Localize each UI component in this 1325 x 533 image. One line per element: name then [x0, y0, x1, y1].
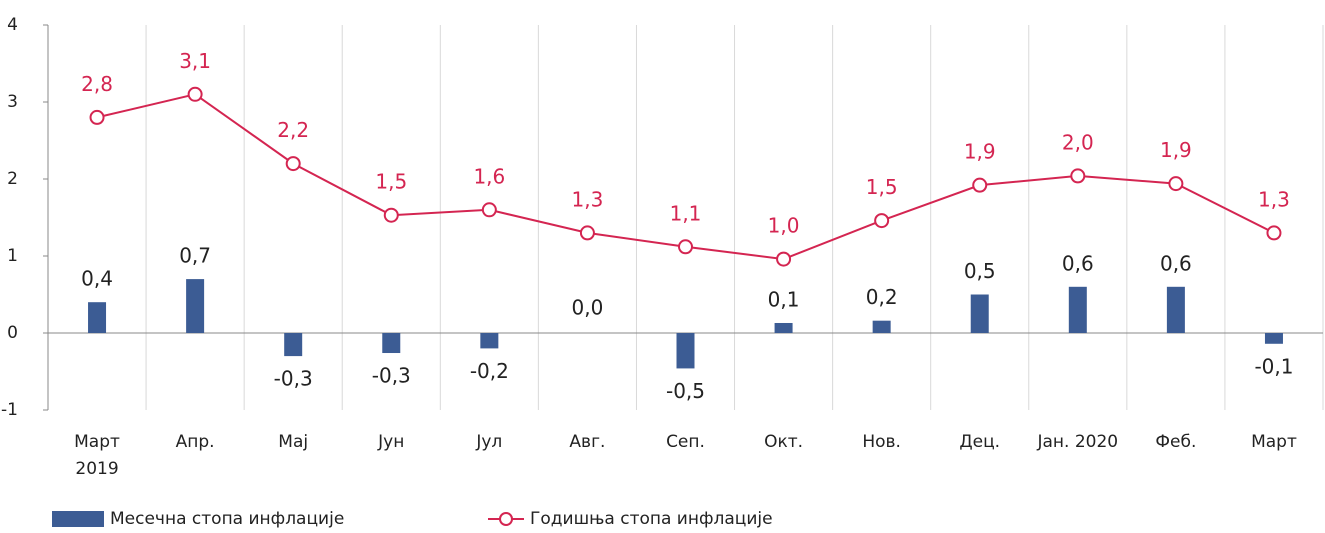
line-point	[89, 109, 105, 125]
x-tick-label: Авг.	[569, 432, 605, 452]
x-tick-line: Јан. 2020	[1036, 432, 1118, 452]
bar-label: -0,3	[372, 364, 411, 388]
line-label: 3,1	[179, 49, 211, 73]
line-point	[972, 177, 988, 193]
bar	[774, 322, 793, 333]
legend-swatch	[52, 511, 104, 527]
line-label: 1,9	[1160, 138, 1192, 162]
line-label: 2,0	[1062, 130, 1094, 154]
y-tick-label: -1	[1, 400, 18, 420]
line-point	[1266, 225, 1282, 241]
x-tick-label: Нов.	[862, 432, 901, 452]
legend-label: Месечна стопа инфлације	[110, 509, 344, 529]
bar	[1068, 286, 1087, 333]
line-label: 1,5	[375, 170, 407, 194]
x-tick-line: Феб.	[1155, 432, 1196, 452]
x-tick-line: Март	[74, 432, 120, 452]
x-tick-line: Мај	[278, 432, 308, 452]
bar-label: -0,1	[1254, 354, 1293, 378]
bar	[1166, 286, 1185, 333]
x-tick-label: Јан. 2020	[1036, 432, 1118, 452]
x-tick-line: Јул	[475, 432, 502, 452]
x-tick-line: Окт.	[764, 432, 803, 452]
x-tick-label: Март 2019	[74, 432, 120, 479]
line-point	[1070, 168, 1086, 184]
bar-label: 0,6	[1062, 251, 1094, 275]
line-point	[383, 207, 399, 223]
line	[96, 93, 1275, 261]
x-tick-line: Дец.	[959, 432, 1000, 452]
line-point	[187, 86, 203, 102]
bar-label: 0,7	[179, 244, 211, 268]
bar	[186, 279, 205, 333]
bar-label: -0,5	[666, 379, 705, 403]
bar	[1264, 333, 1283, 344]
line-label: 1,5	[866, 175, 898, 199]
line-label: 1,1	[670, 201, 702, 225]
bar-label: 0,4	[81, 267, 113, 291]
bar-label: 0,5	[964, 259, 996, 283]
bar	[676, 333, 695, 369]
bar-label: -0,3	[274, 367, 313, 391]
x-tick-label: Март	[1251, 432, 1297, 452]
x-tick-label: Јул	[475, 432, 502, 452]
x-tick-label: Феб.	[1155, 432, 1196, 452]
x-tick-label: Дец.	[959, 432, 1000, 452]
bar	[382, 333, 401, 354]
line-point	[579, 225, 595, 241]
legend-swatch	[499, 512, 513, 526]
x-tick-label: Окт.	[764, 432, 803, 452]
bar	[970, 294, 989, 333]
x-tick-line: Апр.	[176, 432, 215, 452]
line-label: 1,3	[1258, 187, 1290, 211]
bar-label: 0,1	[768, 287, 800, 311]
line-label: 1,0	[768, 214, 800, 238]
bar-label: 0,6	[1160, 251, 1192, 275]
bar-label: -0,2	[470, 359, 509, 383]
x-tick-line: 2019	[75, 459, 118, 479]
x-tick-line: Март	[1251, 432, 1297, 452]
y-tick-label: 3	[7, 92, 18, 112]
line-label: 1,6	[473, 164, 505, 188]
line-label: 2,8	[81, 72, 113, 96]
line-point	[1168, 176, 1184, 192]
line-point	[776, 251, 792, 267]
y-tick-label: 1	[7, 246, 18, 266]
line-point	[678, 239, 693, 255]
line-label: 1,3	[572, 187, 604, 211]
x-tick-label: Апр.	[176, 432, 215, 452]
y-tick-label: 4	[7, 15, 18, 35]
x-tick-line: Авг.	[569, 432, 605, 452]
x-tick-line: Нов.	[862, 432, 901, 452]
bar	[872, 320, 891, 333]
bar	[88, 302, 107, 333]
x-tick-label: Јун	[377, 432, 404, 452]
bar-label: 0,2	[866, 285, 898, 309]
legend-label: Годишња стопа инфлације	[530, 509, 773, 529]
x-tick-label: Сеп.	[666, 432, 705, 452]
bar	[284, 333, 303, 357]
line-label: 1,9	[964, 140, 996, 164]
line-point	[874, 213, 890, 229]
y-tick-label: 0	[7, 323, 18, 343]
bar	[480, 333, 499, 349]
line-point	[481, 202, 497, 218]
line-point	[285, 156, 301, 172]
x-tick-line: Сеп.	[666, 432, 705, 452]
bar-label: 0,0	[572, 296, 604, 320]
x-tick-label: Мај	[278, 432, 308, 452]
y-tick-label: 2	[7, 169, 18, 189]
line-label: 2,2	[277, 118, 309, 142]
x-tick-line: Јун	[377, 432, 404, 452]
